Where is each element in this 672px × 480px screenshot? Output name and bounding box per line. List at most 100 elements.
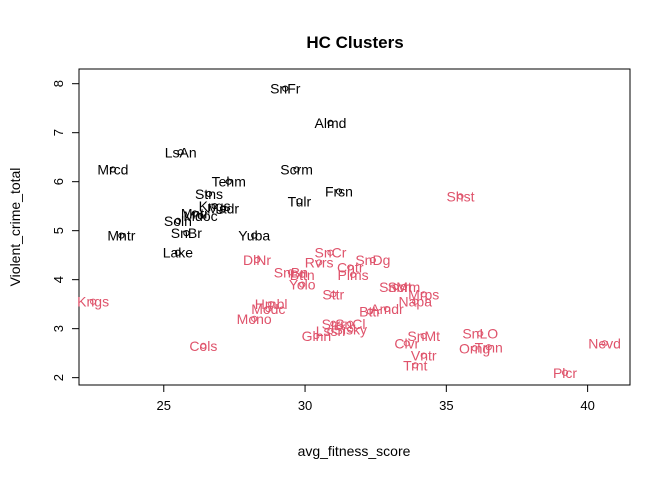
point-label: Soln: [164, 213, 192, 229]
data-point: [420, 352, 427, 359]
data-point: [225, 178, 232, 185]
data-point: [366, 308, 374, 315]
data-point: [477, 330, 484, 337]
data-point: [412, 298, 419, 305]
point-label: SnLO: [462, 326, 498, 342]
data-point: [183, 230, 190, 237]
data-point: [90, 298, 97, 305]
data-point: [109, 166, 117, 173]
data-point: [347, 264, 354, 271]
point-label: Rvrs: [305, 255, 334, 271]
point-label: Stns: [195, 186, 223, 202]
point-label: Vntr: [411, 348, 437, 364]
point-label: Srrr: [322, 316, 346, 332]
chart-title: HC Clusters: [306, 33, 403, 52]
x-axis: 25 30 35 40: [157, 384, 595, 413]
point-label: Cntr: [337, 259, 364, 275]
data-point: [316, 259, 323, 266]
point-label: SnMt: [379, 279, 412, 295]
point-label: Yuba: [238, 228, 270, 244]
data-point: [293, 166, 300, 173]
data-point: [268, 301, 275, 308]
point-label: SnDg: [355, 252, 390, 268]
data-point: [299, 271, 306, 278]
point-label: Tehm: [212, 174, 246, 190]
data-point: [220, 205, 227, 212]
point-label: Bttn: [290, 267, 315, 283]
point-label: Plcr: [553, 365, 577, 381]
data-point: [485, 344, 492, 351]
y-tick-label: 2: [51, 374, 66, 381]
point-label: Sisky: [334, 322, 367, 338]
data-points: SnFr Almd LsAn Mrcd Scrm Tehm Frsn Stns Tulr Kngs…: [77, 81, 621, 381]
data-point: [349, 271, 357, 278]
point-label: Mdoc: [183, 208, 217, 224]
point-label: Modc: [251, 301, 285, 317]
data-point: [174, 249, 181, 256]
point-label: SnMt: [407, 328, 440, 344]
data-point: [420, 332, 427, 340]
data-point: [200, 342, 207, 349]
point-label: Frsn: [325, 183, 353, 199]
point-label: Lssn: [316, 323, 346, 339]
y-tick-label: 4: [51, 276, 66, 283]
point-label: Kngs: [77, 294, 109, 310]
x-tick-label: 35: [439, 398, 453, 413]
data-point: [561, 369, 569, 376]
y-axis: 2 3 4 5 6 7 8: [51, 80, 80, 381]
data-point: [327, 119, 334, 126]
data-point: [327, 328, 334, 335]
data-point: [287, 269, 295, 276]
point-label: Tulr: [288, 193, 312, 209]
data-point: [265, 305, 272, 313]
x-tick-label: 40: [580, 398, 594, 413]
data-point: [369, 256, 376, 264]
point-label: Mntr: [107, 228, 135, 244]
data-point: [211, 203, 218, 210]
point-label: Glnn: [302, 328, 332, 344]
point-label: Amdr: [370, 301, 404, 317]
point-label: Trnt: [403, 357, 427, 373]
data-point: [205, 190, 213, 198]
data-point: [392, 283, 399, 291]
y-axis-label: Violent_crime_total: [7, 168, 23, 287]
data-point: [347, 320, 354, 327]
point-label: Orng: [459, 340, 490, 356]
data-point: [251, 232, 258, 239]
point-label: Trnn: [475, 339, 503, 355]
data-point: [253, 256, 261, 264]
data-point: [601, 340, 608, 347]
point-label: Cols: [189, 338, 217, 354]
point-label: Bttr: [359, 304, 381, 320]
point-label: SnBr: [171, 225, 202, 241]
point-label: Sttr: [322, 286, 344, 302]
data-point: [313, 332, 320, 340]
y-tick-label: 3: [51, 325, 66, 332]
data-point: [197, 212, 204, 220]
y-tick-label: 6: [51, 178, 66, 185]
data-point: [330, 320, 337, 327]
data-point: [330, 291, 337, 298]
data-point: [191, 210, 198, 217]
data-point: [412, 362, 419, 369]
data-point: [118, 232, 125, 239]
data-point: [335, 188, 343, 195]
point-label: Kngs: [199, 198, 231, 214]
point-label: Scrm: [388, 279, 421, 295]
data-point: [327, 249, 334, 256]
point-label: Clvr: [394, 335, 419, 351]
point-label: Yolo: [289, 277, 316, 293]
data-point: [471, 345, 478, 352]
point-label: SnFr: [270, 81, 301, 97]
data-point: [400, 283, 408, 291]
data-point: [383, 305, 391, 313]
point-label: Plms: [338, 267, 369, 283]
data-point: [177, 149, 184, 156]
point-label: Scrm: [280, 161, 313, 177]
point-label: DlNr: [243, 252, 271, 268]
point-label: Almd: [315, 115, 347, 131]
point-label: Hmbl: [255, 296, 288, 312]
y-tick-label: 5: [51, 227, 66, 234]
point-label: Nevd: [588, 335, 621, 351]
